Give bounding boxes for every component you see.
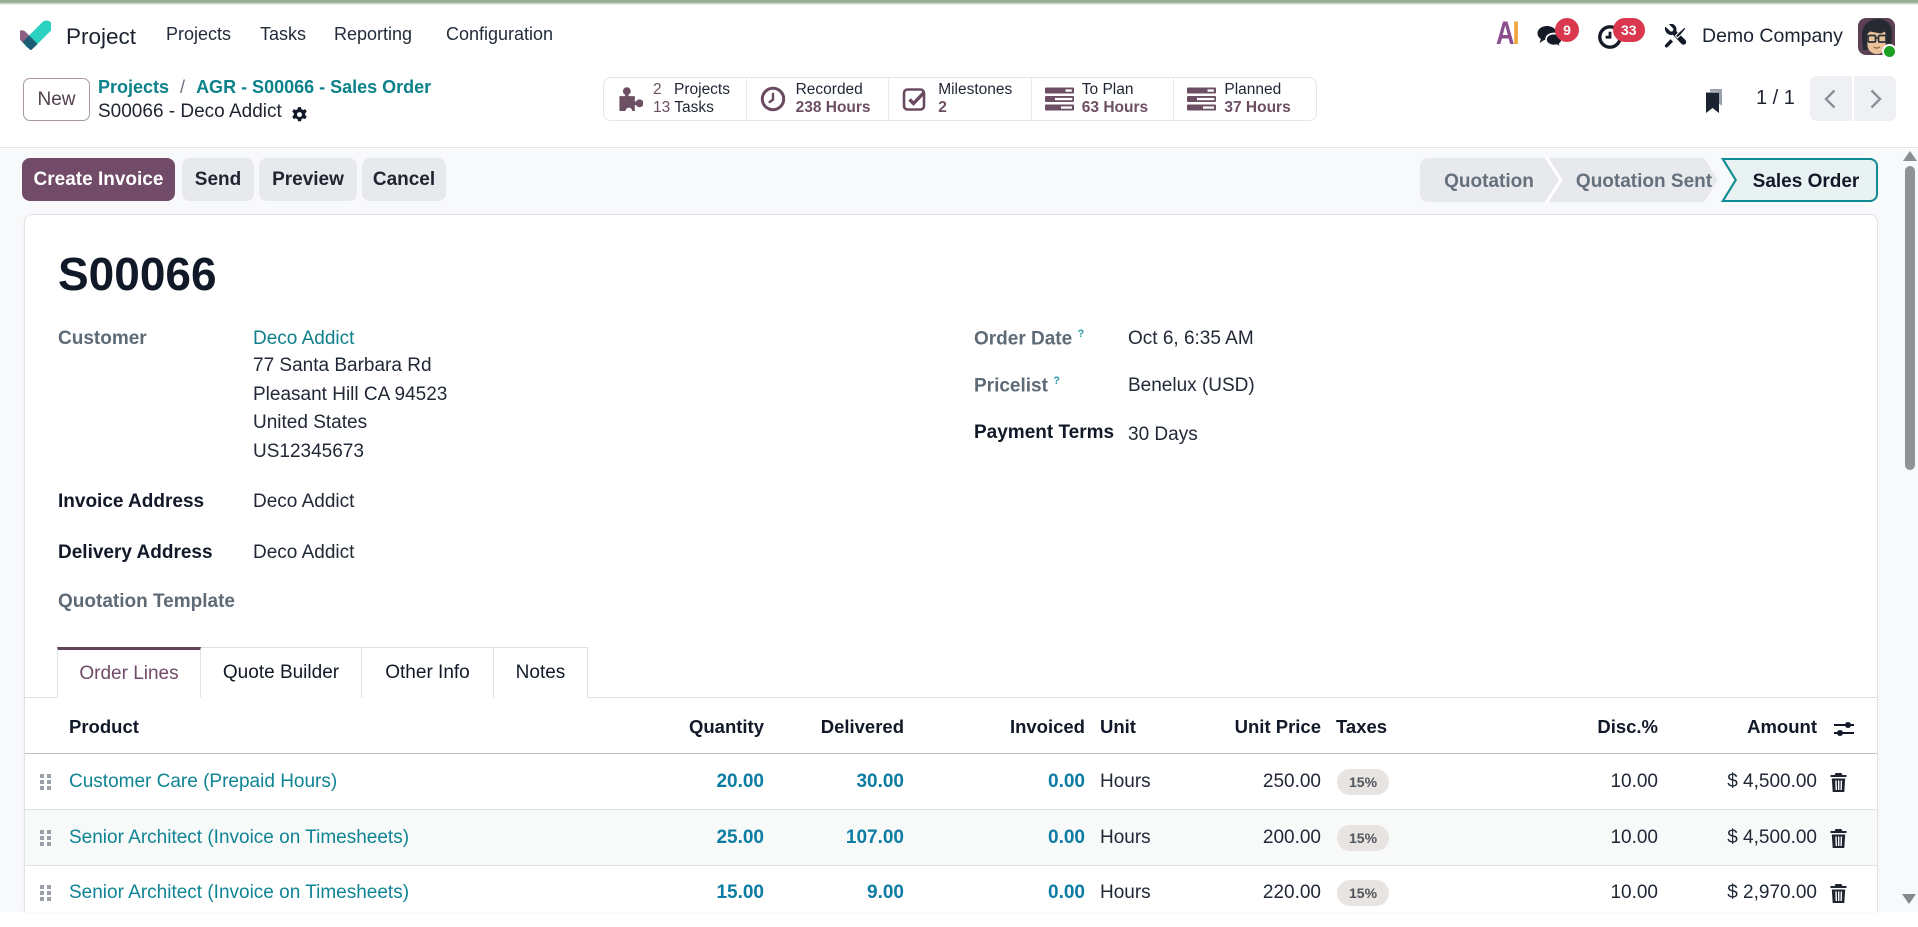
svg-text:Sales Order: Sales Order [1753,171,1860,192]
svg-text:Quotation Sent: Quotation Sent [1576,171,1713,192]
svg-text:Quotation: Quotation [1444,171,1534,192]
